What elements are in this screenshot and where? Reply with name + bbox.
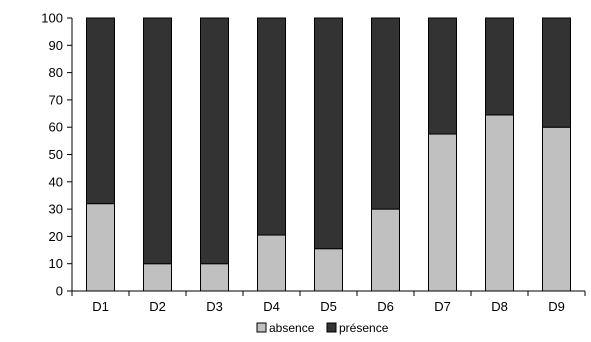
y-tick-label: 10 [49,256,63,271]
bar-d2-series-0 [143,263,172,292]
x-tick-label: D9 [548,299,565,314]
bar-d3-series-0 [200,263,229,292]
y-tick-label: 100 [41,11,63,26]
x-tick-label: D2 [149,299,166,314]
y-tick-label: 50 [49,147,63,162]
bar-d6-series-1 [371,17,400,210]
bar-d6-series-0 [371,208,400,292]
bars-group [86,17,571,292]
x-ticks-group: D1 D2 D3 D4 D5 D6 D7 D8 D9 [92,291,586,314]
bar-d2-series-1 [143,17,172,265]
x-tick-label: D4 [263,299,280,314]
x-tick-label: D1 [92,299,109,314]
y-tick-label: 30 [49,202,63,217]
legend: absence présence [256,321,389,335]
bar-d9-series-0 [542,126,571,292]
legend-label-0: absence [269,321,315,335]
y-tick-label: 80 [49,65,63,80]
y-tick-label: 60 [49,120,63,135]
y-tick-label: 20 [49,229,63,244]
bar-d1-series-0 [86,203,115,292]
bar-d4-series-0 [257,234,286,292]
legend-label-1: présence [339,321,389,335]
bar-d3-series-1 [200,17,229,265]
legend-swatch-1 [326,322,337,333]
bar-d4-series-1 [257,17,286,236]
bar-d7-series-1 [428,17,457,135]
x-tick-label: D7 [434,299,451,314]
y-tick-label: 0 [56,284,63,299]
bar-d8-series-0 [485,114,514,292]
y-ticks-group: 0 10 20 30 40 50 60 70 80 90 100 [41,11,72,299]
bar-d8-series-1 [485,17,514,116]
bar-d7-series-0 [428,133,457,292]
x-tick-label: D8 [491,299,508,314]
axes-group [67,18,585,296]
bar-d1-series-1 [86,17,115,205]
x-tick-label: D6 [377,299,394,314]
bar-d5-series-0 [314,248,343,292]
y-tick-label: 40 [49,174,63,189]
legend-swatch-0 [256,322,267,333]
x-tick-label: D5 [320,299,337,314]
x-tick-label: D3 [206,299,223,314]
bar-d5-series-1 [314,17,343,250]
y-tick-label: 90 [49,38,63,53]
bar-d9-series-1 [542,17,571,128]
y-tick-label: 70 [49,92,63,107]
